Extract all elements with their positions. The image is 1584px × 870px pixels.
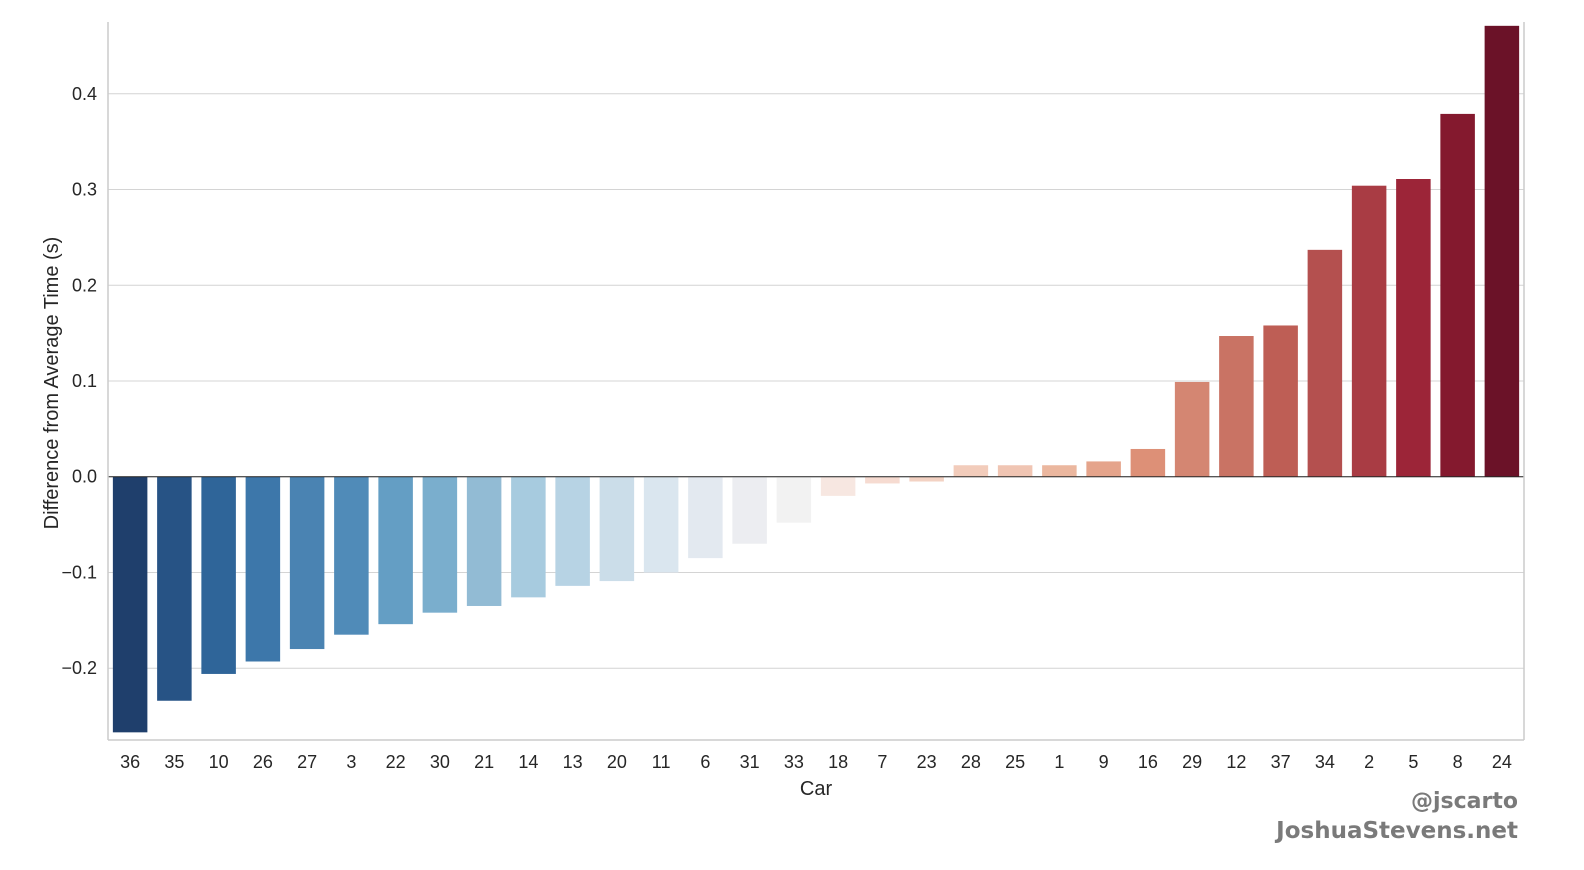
y-tick-label: 0.2 — [72, 275, 97, 295]
bar-car-20 — [599, 476, 635, 582]
bar-car-5 — [1396, 179, 1431, 477]
bar-car-24 — [1484, 25, 1520, 477]
bar-car-22 — [378, 476, 413, 625]
x-tick-label: 36 — [120, 752, 140, 772]
bar-car-30 — [422, 476, 458, 613]
bar-car-14 — [511, 476, 546, 598]
x-tick-label: 27 — [297, 752, 317, 772]
x-tick-label: 26 — [253, 752, 273, 772]
bars — [112, 25, 1520, 733]
bar-car-18 — [820, 476, 856, 496]
credit-website: JoshuaStevens.net — [1276, 818, 1518, 844]
credit-handle: @jscarto — [1410, 789, 1518, 814]
bar-car-35 — [157, 476, 192, 701]
x-tick-label: 13 — [563, 752, 583, 772]
x-tick-label: 30 — [430, 752, 450, 772]
x-tick-label: 22 — [386, 752, 406, 772]
bar-car-1 — [1042, 465, 1077, 477]
bar-car-2 — [1351, 185, 1387, 477]
x-tick-label: 11 — [652, 752, 671, 772]
bar-car-6 — [688, 476, 723, 559]
bar-car-23 — [909, 476, 944, 482]
bar-car-7 — [865, 476, 900, 484]
x-tick-label: 7 — [877, 752, 887, 772]
x-tick-label: 35 — [164, 752, 184, 772]
bar-car-34 — [1307, 249, 1343, 477]
x-tick-label: 21 — [474, 752, 494, 772]
bar-car-3 — [334, 476, 369, 635]
x-tick-label: 20 — [607, 752, 627, 772]
x-tick-label: 29 — [1182, 752, 1202, 772]
x-tick-label: 9 — [1099, 752, 1109, 772]
x-tick-label: 14 — [518, 752, 538, 772]
x-tick-label: 18 — [828, 752, 848, 772]
x-tick-label: 8 — [1453, 752, 1463, 772]
bar-car-8 — [1440, 113, 1475, 477]
y-tick-label: 0.0 — [72, 467, 97, 487]
bar-car-25 — [997, 465, 1033, 477]
bar-car-36 — [112, 476, 148, 733]
bar-car-31 — [732, 476, 767, 544]
bar-car-11 — [643, 476, 679, 573]
y-axis-label: Difference from Average Time (s) — [41, 237, 63, 530]
bar-car-9 — [1086, 461, 1121, 477]
axes-frame — [107, 22, 1525, 741]
bar-car-21 — [466, 476, 502, 606]
x-tick-label: 3 — [346, 752, 356, 772]
bar-car-28 — [953, 465, 989, 477]
x-tick-label: 28 — [961, 752, 981, 772]
x-tick-label: 33 — [784, 752, 804, 772]
y-tick-label: −0.1 — [61, 562, 97, 582]
x-tick-label: 25 — [1005, 752, 1025, 772]
x-tick-label: 34 — [1315, 752, 1335, 772]
x-tick-label: 1 — [1054, 752, 1064, 772]
y-tick-labels: −0.2 −0.1 0.0 0.1 0.2 0.3 0.4 — [61, 84, 97, 678]
y-tick-label: 0.3 — [72, 180, 97, 200]
bar-car-33 — [776, 476, 812, 523]
y-tick-label: 0.1 — [72, 371, 97, 391]
bar-car-10 — [201, 476, 236, 674]
bar-car-27 — [289, 476, 325, 650]
x-tick-label: 5 — [1408, 752, 1418, 772]
bar-car-12 — [1219, 336, 1254, 477]
x-tick-label: 23 — [917, 752, 937, 772]
y-tick-label: −0.2 — [61, 658, 97, 678]
x-tick-label: 24 — [1492, 752, 1512, 772]
bar-car-26 — [245, 476, 281, 662]
bar-car-16 — [1130, 448, 1166, 477]
x-tick-label: 2 — [1364, 752, 1374, 772]
bar-car-37 — [1263, 325, 1298, 477]
bar-car-29 — [1174, 381, 1210, 477]
x-tick-label: 10 — [209, 752, 229, 772]
bar-car-13 — [555, 476, 590, 586]
x-tick-label: 6 — [700, 752, 710, 772]
x-tick-labels: 36 35 10 26 27 3 22 30 21 14 13 20 11 6 31 33 18 7 23 28 25 1… — [120, 752, 1512, 772]
x-tick-label: 31 — [740, 752, 760, 772]
y-tick-label: 0.4 — [72, 84, 97, 104]
x-tick-label: 16 — [1138, 752, 1158, 772]
x-tick-label: 12 — [1226, 752, 1246, 772]
x-tick-label: 37 — [1271, 752, 1291, 772]
x-axis-label: Car — [800, 778, 833, 800]
